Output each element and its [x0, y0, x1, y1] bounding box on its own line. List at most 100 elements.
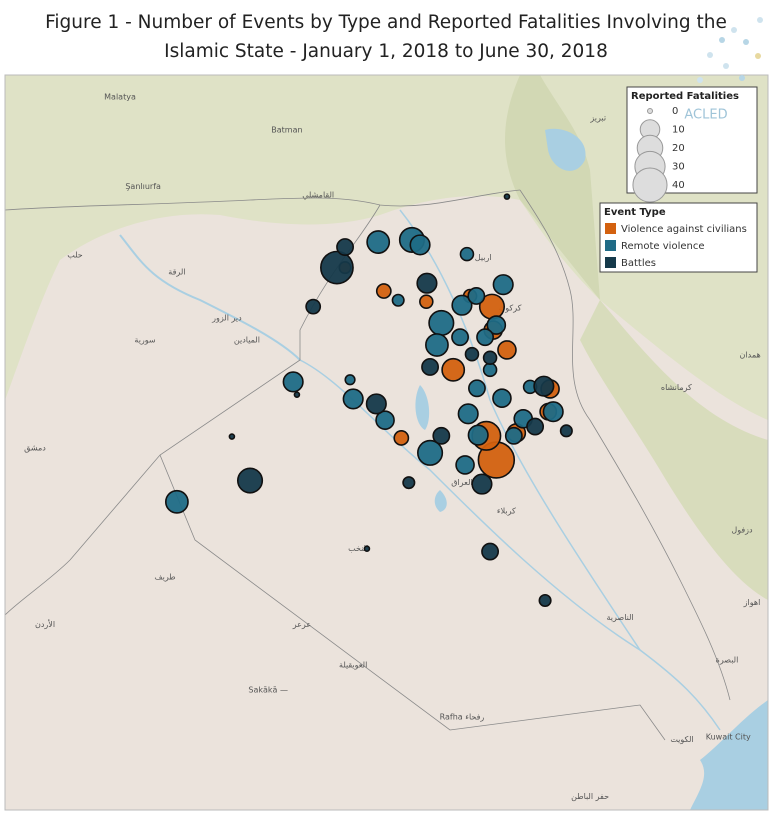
place-label: الكويت — [670, 735, 693, 744]
event-bubble — [533, 375, 555, 397]
event-bubble — [366, 230, 391, 254]
place-label: العراق — [451, 478, 472, 487]
place-label: كربلاء — [497, 507, 516, 516]
event-bubble — [375, 283, 392, 299]
place-label: دزفول — [731, 526, 753, 535]
place-label: الرقة — [168, 267, 185, 276]
place-label: سورية — [134, 336, 156, 345]
event-bubble — [428, 309, 455, 337]
place-label: اربيل — [475, 253, 492, 262]
logo-dot — [755, 53, 761, 59]
logo-dot — [719, 37, 725, 43]
map-frame — [4, 74, 769, 811]
river — [399, 209, 641, 651]
logo-dot — [739, 75, 745, 81]
mountains — [580, 300, 768, 600]
place-label: Şanlıurfa — [125, 182, 161, 191]
event-bubble — [471, 473, 493, 495]
logo-dot — [743, 39, 749, 45]
size-legend: 0 10 20 30 40 — [632, 106, 685, 203]
event-bubble — [504, 426, 523, 445]
event-bubble — [559, 424, 573, 438]
river — [119, 234, 301, 361]
size-legend-label: 0 — [672, 106, 678, 117]
event-bubble — [441, 357, 466, 382]
event-bubble — [482, 350, 498, 366]
event-bubble — [228, 433, 236, 440]
type-legend: Violence against civilians Remote violenc… — [605, 223, 747, 269]
place-label: همدان — [740, 350, 761, 359]
event-bubble — [363, 545, 371, 552]
place-label: النخب — [348, 544, 368, 553]
logo-dot — [757, 17, 763, 23]
place-labels: Malatya Batman Şanlıurfa القامشلي حلب الرقة دي… — [24, 93, 761, 801]
legend-label: Violence against civilians — [621, 224, 747, 235]
event-bubble — [468, 379, 486, 398]
place-label: Rafha رفحاء — [440, 712, 485, 721]
event-bubble — [451, 328, 470, 347]
place-label: Malatya — [104, 93, 136, 102]
place-label: الناصرية — [606, 613, 633, 622]
event-bubble — [409, 234, 431, 256]
event-bubble — [305, 298, 322, 315]
legend-swatch — [605, 240, 616, 251]
border — [5, 189, 521, 211]
event-bubble — [457, 403, 479, 425]
gulf — [690, 700, 768, 810]
size-legend-title: Reported Fatalities — [631, 91, 739, 102]
event-bubble — [492, 274, 514, 296]
place-label: اهواز — [743, 598, 761, 607]
event-bubble — [375, 410, 395, 431]
place-label: الميادين — [234, 336, 260, 345]
place-label: تبريز — [589, 113, 606, 122]
event-bubble — [425, 333, 449, 357]
event-bubble — [467, 424, 489, 446]
place-label: کرمانشاه — [661, 383, 692, 392]
place-label: حفر الباطن — [571, 792, 609, 801]
event-bubble — [282, 371, 304, 393]
event-bubble — [432, 426, 451, 445]
place-label: كركوك — [499, 304, 522, 313]
event-bubble — [342, 388, 364, 410]
event-bubble — [467, 287, 486, 305]
place-label: القامشلي — [302, 191, 334, 200]
event-bubble — [421, 358, 440, 376]
place-label: طريف — [154, 573, 175, 582]
size-legend-label: 20 — [672, 143, 685, 154]
event-bubble — [320, 250, 354, 285]
logo-dot — [697, 77, 703, 83]
event-bubble — [476, 328, 495, 347]
event-bubble — [455, 455, 475, 475]
place-label: Kuwait City — [706, 732, 751, 741]
legend-label: Remote violence — [621, 241, 705, 252]
size-legend-label: 40 — [672, 180, 685, 191]
event-bubble — [526, 417, 545, 436]
place-label: Batman — [271, 125, 302, 134]
mountains — [505, 75, 600, 300]
event-bubble — [464, 346, 480, 362]
event-bubble — [236, 467, 264, 494]
place-label: حلب — [67, 250, 83, 259]
lake — [545, 128, 586, 171]
event-bubble — [293, 391, 301, 398]
place-label: العويقيلة — [339, 661, 367, 670]
logo-dot — [731, 27, 737, 33]
border — [5, 559, 71, 616]
river — [299, 359, 721, 731]
size-legend-label: 10 — [672, 125, 685, 136]
event-bubble — [402, 476, 416, 490]
event-bubble — [417, 439, 444, 466]
lake — [415, 385, 430, 430]
event-bubble — [416, 272, 438, 294]
event-bubble — [391, 293, 405, 307]
event-bubble — [482, 362, 498, 378]
event-bubble — [538, 593, 552, 608]
event-bubble — [365, 393, 387, 415]
event-bubble — [497, 340, 517, 360]
place-label: البصرة — [716, 656, 739, 665]
event-bubble — [459, 246, 475, 262]
event-bubbles — [164, 193, 573, 608]
event-bubble — [336, 238, 354, 256]
